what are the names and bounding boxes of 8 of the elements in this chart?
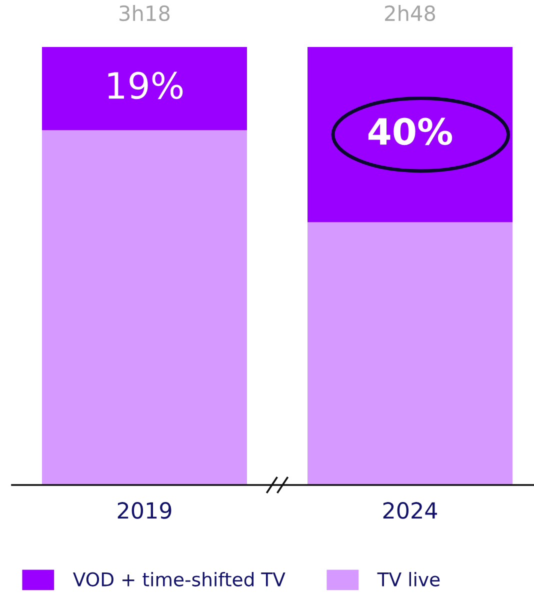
legend-label: TV live (377, 572, 440, 586)
legend-label: VOD + time-shifted TV (72, 572, 286, 586)
x-tick-label: 2019 (118, 502, 172, 519)
total-label: 3h18 (120, 5, 170, 22)
total-label: 2h48 (385, 5, 436, 22)
data-label: 19% (108, 72, 183, 100)
data-label: 40% (368, 118, 452, 146)
x-tick-label: 2024 (383, 502, 438, 519)
